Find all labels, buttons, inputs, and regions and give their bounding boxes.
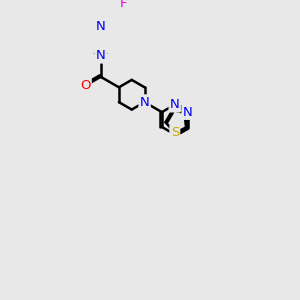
Text: N: N bbox=[140, 96, 149, 109]
Text: S: S bbox=[171, 126, 179, 139]
Text: N: N bbox=[170, 98, 180, 111]
Text: O: O bbox=[80, 79, 91, 92]
Text: N: N bbox=[183, 106, 192, 118]
Text: F: F bbox=[119, 0, 127, 10]
Text: N: N bbox=[96, 20, 106, 33]
Text: N: N bbox=[96, 49, 106, 62]
